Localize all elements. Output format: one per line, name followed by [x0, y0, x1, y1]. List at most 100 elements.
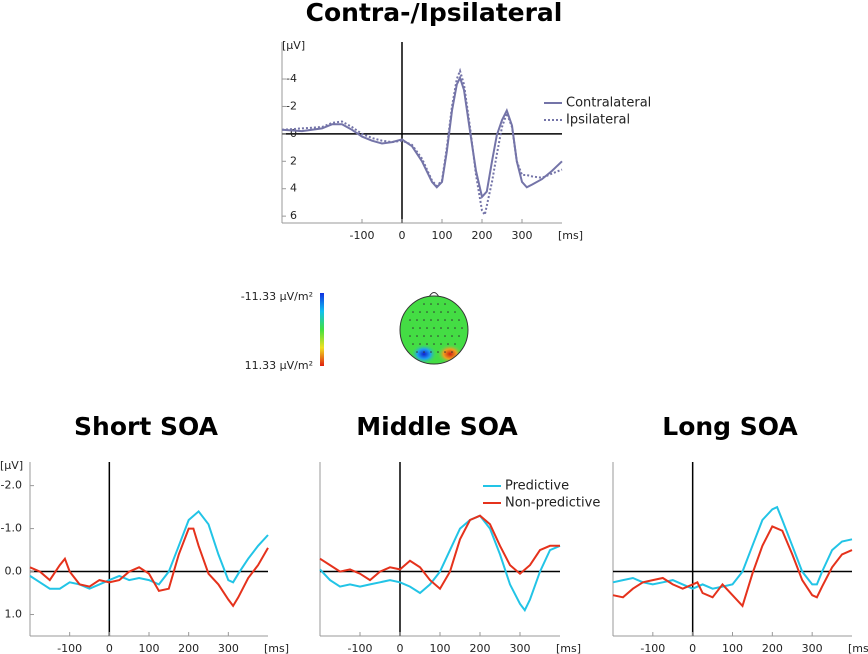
- x-tick-label: -100: [640, 642, 665, 654]
- electrode: [409, 335, 411, 337]
- electrode: [447, 343, 449, 345]
- electrode: [451, 335, 453, 337]
- electrode: [419, 327, 421, 329]
- electrode: [426, 343, 428, 345]
- electrode: [409, 319, 411, 321]
- x-axis-label: [ms]: [848, 642, 868, 654]
- electrode: [423, 335, 425, 337]
- x-tick-label: -100: [350, 229, 375, 242]
- x-tick-label: 100: [430, 642, 451, 654]
- electrode: [430, 303, 432, 305]
- electrode: [419, 311, 421, 313]
- topomap: -11.33 µV/m² 11.33 µV/m²: [241, 290, 469, 372]
- x-axis-label: [ms]: [264, 642, 289, 654]
- electrode: [433, 311, 435, 313]
- x-tick-label: 200: [178, 642, 199, 654]
- y-tick-label: -2.0: [1, 479, 22, 492]
- line: [281, 67, 563, 218]
- line: [612, 505, 853, 590]
- electrode: [430, 351, 432, 353]
- nose: [428, 292, 440, 298]
- line: [29, 509, 269, 590]
- electrode: [461, 327, 463, 329]
- y-tick-label: 4: [290, 182, 297, 195]
- chart-title: Middle SOA: [356, 412, 518, 441]
- x-tick-label: 200: [470, 642, 491, 654]
- electrode: [419, 343, 421, 345]
- electrode: [444, 319, 446, 321]
- electrode: [423, 303, 425, 305]
- electrode: [433, 343, 435, 345]
- electrode: [416, 319, 418, 321]
- x-tick-label: 300: [510, 642, 531, 654]
- legend-label: Ipsilateral: [566, 113, 630, 128]
- x-tick-label: -100: [57, 642, 82, 654]
- electrode: [426, 327, 428, 329]
- electrode: [416, 335, 418, 337]
- line: [281, 74, 563, 200]
- x-tick-label: 0: [689, 642, 696, 654]
- y-tick-label: -2: [286, 99, 297, 112]
- electrode: [444, 335, 446, 337]
- electrode: [454, 311, 456, 313]
- electrode: [433, 327, 435, 329]
- electrode: [454, 327, 456, 329]
- electrode: [440, 343, 442, 345]
- color-scale: [320, 293, 324, 366]
- electrode: [430, 335, 432, 337]
- chart-title: Long SOA: [662, 412, 798, 441]
- electrode: [440, 311, 442, 313]
- line: [29, 527, 269, 608]
- electrode: [451, 319, 453, 321]
- legend-label: Non-predictive: [505, 496, 600, 511]
- electrode: [437, 335, 439, 337]
- electrode: [444, 303, 446, 305]
- x-tick-label: 200: [472, 229, 493, 242]
- x-tick-label: -100: [348, 642, 373, 654]
- y-tick-label: 2: [290, 154, 297, 167]
- x-tick-label: 300: [802, 642, 823, 654]
- legend-label: Predictive: [505, 479, 569, 494]
- electrode: [447, 311, 449, 313]
- chart-title: Contra-/Ipsilateral: [306, 0, 563, 27]
- scale-label: 11.33 µV/m²: [245, 359, 313, 372]
- scale-label: -11.33 µV/m²: [241, 290, 313, 303]
- x-tick-label: 300: [512, 229, 533, 242]
- electrode: [447, 327, 449, 329]
- electrode: [440, 327, 442, 329]
- x-tick-label: 0: [397, 642, 404, 654]
- electrode: [437, 303, 439, 305]
- y-tick-label: 0: [290, 127, 297, 140]
- electrode: [451, 351, 453, 353]
- electrode: [412, 311, 414, 313]
- line: [319, 514, 561, 613]
- electrode: [437, 319, 439, 321]
- scalp-map: [400, 296, 468, 364]
- x-tick-label: 100: [139, 642, 160, 654]
- electrode: [437, 351, 439, 353]
- x-tick-label: 0: [106, 642, 113, 654]
- legend-label: Contralateral: [566, 96, 651, 111]
- y-tick-label: -4: [286, 72, 297, 85]
- electrode: [444, 351, 446, 353]
- electrode: [454, 343, 456, 345]
- x-tick-label: 100: [722, 642, 743, 654]
- head-outline: [399, 295, 469, 365]
- electrodes: [409, 303, 463, 353]
- y-axis-label: [µV]: [282, 39, 305, 52]
- chart-title: Short SOA: [74, 412, 219, 441]
- x-axis-label: [ms]: [556, 642, 581, 654]
- x-tick-label: 200: [762, 642, 783, 654]
- electrode: [458, 319, 460, 321]
- x-tick-label: 300: [218, 642, 239, 654]
- electrode: [412, 343, 414, 345]
- electrode: [416, 351, 418, 353]
- line: [612, 525, 853, 608]
- y-tick-label: 1.0: [5, 608, 23, 621]
- y-axis-label: [µV]: [0, 459, 23, 472]
- x-tick-label: 100: [432, 229, 453, 242]
- electrode: [458, 335, 460, 337]
- electrode: [430, 319, 432, 321]
- electrode: [426, 311, 428, 313]
